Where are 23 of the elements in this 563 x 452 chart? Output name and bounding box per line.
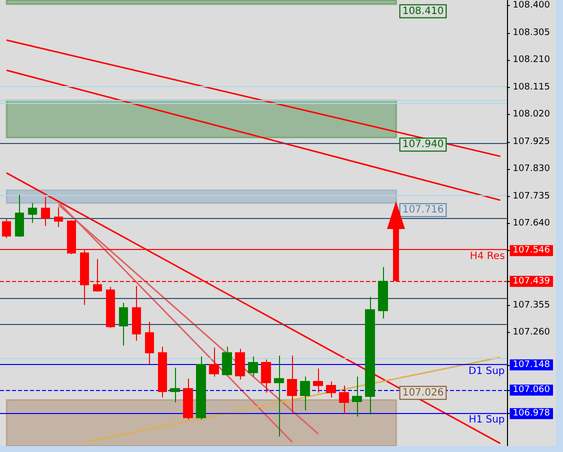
- band-label: 107.940: [402, 139, 444, 150]
- y-tick-label: 108.020: [512, 110, 550, 120]
- y-tick-label: 108.305: [512, 28, 550, 38]
- y-tick-label: 107.260: [512, 328, 550, 338]
- y-tick-label: 108.400: [512, 0, 550, 11]
- y-tick-label: 107.060: [512, 385, 550, 396]
- y-tick-label: 107.148: [512, 360, 550, 370]
- y-tick-label: 106.978: [512, 408, 550, 419]
- ref-line-label: H4 Res: [470, 251, 505, 262]
- y-tick-label: 107.355: [512, 300, 550, 310]
- y-tick-label: 107.439: [512, 276, 550, 286]
- y-tick-label: 107.735: [512, 191, 550, 202]
- band-label: 107.716: [402, 204, 444, 216]
- ref-line-label: D1 Sup: [468, 366, 505, 377]
- band-label: 107.026: [402, 387, 444, 398]
- y-tick-label: 107.925: [512, 136, 550, 147]
- band-label: 108.410: [402, 6, 444, 17]
- y-tick-label: 107.546: [512, 246, 550, 256]
- y-tick-label: 108.115: [512, 82, 550, 92]
- y-tick-label: 108.210: [512, 55, 550, 66]
- ref-line-label: H1 Sup: [468, 414, 505, 426]
- y-tick-label: 107.640: [512, 218, 550, 229]
- y-tick-label: 107.830: [512, 164, 550, 174]
